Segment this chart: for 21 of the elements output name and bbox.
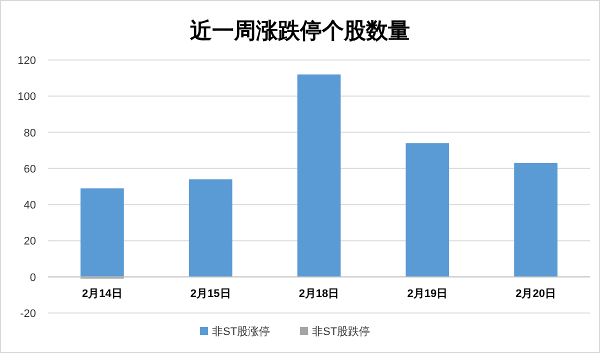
y-tick-label: 40: [24, 200, 36, 212]
bar: [406, 143, 450, 277]
x-tick-label: 2月19日: [407, 288, 448, 300]
bar: [80, 188, 124, 277]
bar: [514, 163, 558, 277]
bar: [297, 74, 341, 277]
legend-label: 非ST股跌停: [312, 325, 370, 338]
legend-label: 非ST股涨停: [212, 325, 270, 338]
y-tick-label: 60: [24, 163, 36, 176]
y-tick-label: 0: [30, 272, 36, 284]
y-tick-label: 120: [18, 55, 36, 67]
y-tick-label: -20: [20, 308, 36, 320]
x-tick-label: 2月15日: [190, 288, 231, 300]
x-tick-label: 2月20日: [516, 288, 556, 300]
chart-title: 近一周涨跌停个股数量: [189, 18, 410, 43]
x-tick-label: 2月14日: [82, 288, 122, 300]
bar: [188, 179, 232, 277]
y-tick-label: 100: [18, 91, 36, 104]
y-tick-label: 80: [24, 127, 36, 140]
y-tick-label: 20: [24, 236, 36, 248]
x-tick-label: 2月18日: [298, 288, 340, 300]
